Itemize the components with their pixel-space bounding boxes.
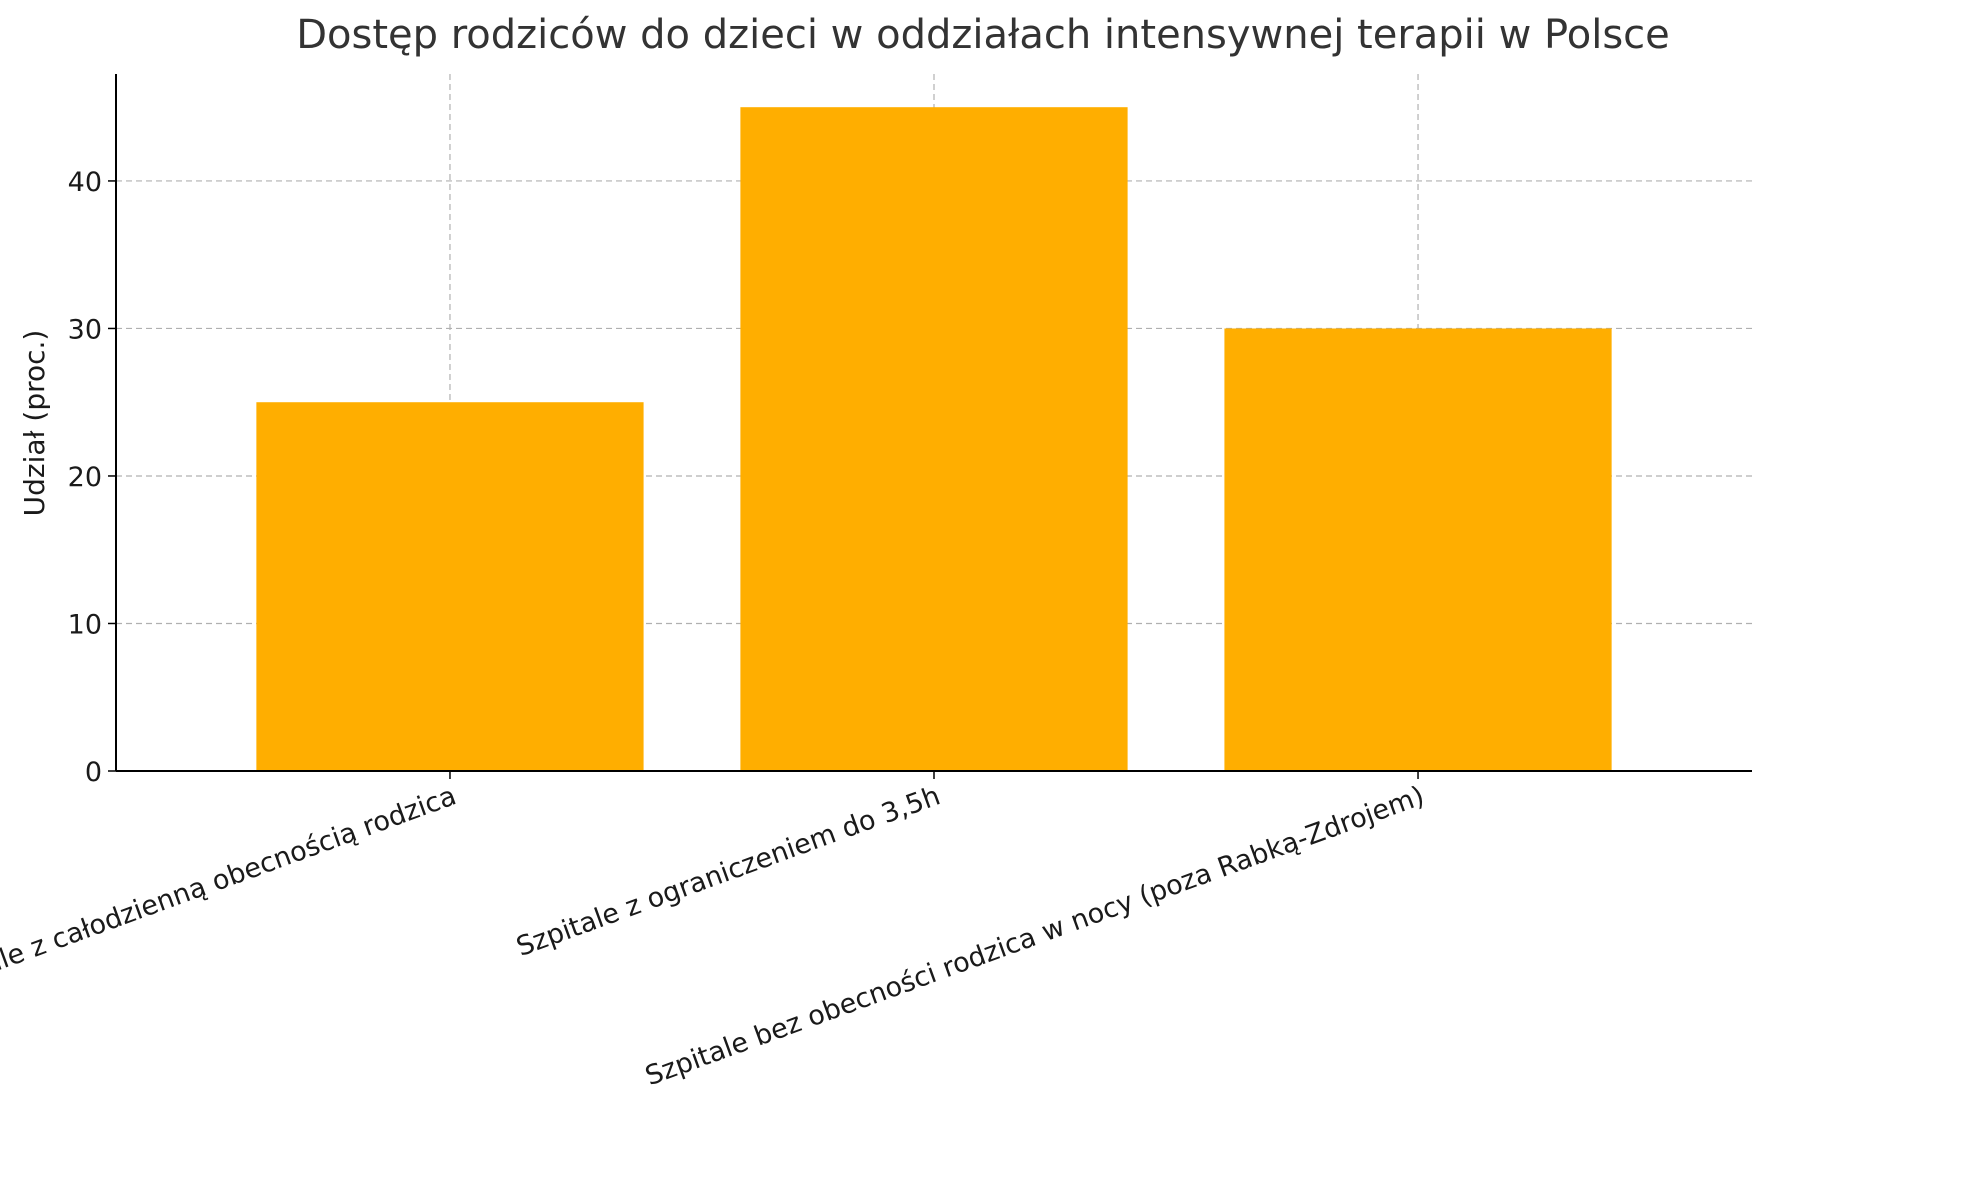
- axis-layer: [108, 74, 1752, 779]
- x-tick-label: Szpitale z ograniczeniem do 3,5h: [512, 780, 944, 963]
- bar-layer: [256, 107, 1612, 771]
- y-tick-label: 40: [68, 167, 102, 198]
- chart-title: Dostęp rodziców do dzieci w oddziałach i…: [296, 12, 1670, 58]
- x-tick-label: Szpitale bez obecności rodzica w nocy (p…: [641, 780, 1428, 1092]
- bar: [1224, 328, 1612, 771]
- bar: [256, 402, 644, 771]
- y-axis-label: Udział (proc.): [18, 330, 51, 517]
- y-tick-label: 10: [68, 609, 102, 640]
- bar: [740, 107, 1128, 771]
- x-tick-label: Szpitale z całodzienną obecnością rodzic…: [0, 780, 460, 1003]
- y-tick-label: 20: [68, 462, 102, 493]
- y-tick-label: 30: [68, 314, 102, 345]
- y-tick-label: 0: [85, 757, 102, 788]
- label-layer: 0 10 20 30 40 Szpitale z całodzienną obecnośc…: [0, 167, 1428, 1092]
